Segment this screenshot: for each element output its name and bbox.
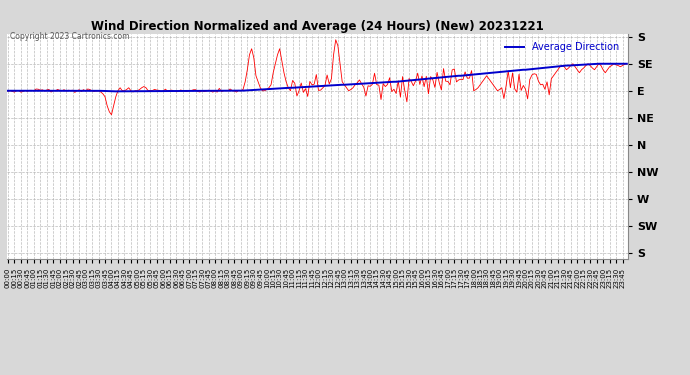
Average Direction (526, 67, 534, 72)
Legend: Average Direction: Average Direction (501, 39, 623, 56)
Text: Copyright 2023 Cartronics.com: Copyright 2023 Cartronics.com (10, 32, 130, 41)
Title: Wind Direction Normalized and Average (24 Hours) (New) 20231221: Wind Direction Normalized and Average (2… (91, 20, 544, 33)
Average Direction (58, 88, 66, 93)
Average Direction (319, 84, 327, 88)
Average Direction (551, 64, 560, 69)
Average Direction (536, 66, 544, 70)
Average Direction (571, 63, 579, 68)
Line: Average Direction: Average Direction (8, 64, 627, 92)
Average Direction (110, 89, 118, 94)
Average Direction (595, 62, 603, 66)
Average Direction (4, 88, 12, 93)
Average Direction (622, 62, 631, 66)
